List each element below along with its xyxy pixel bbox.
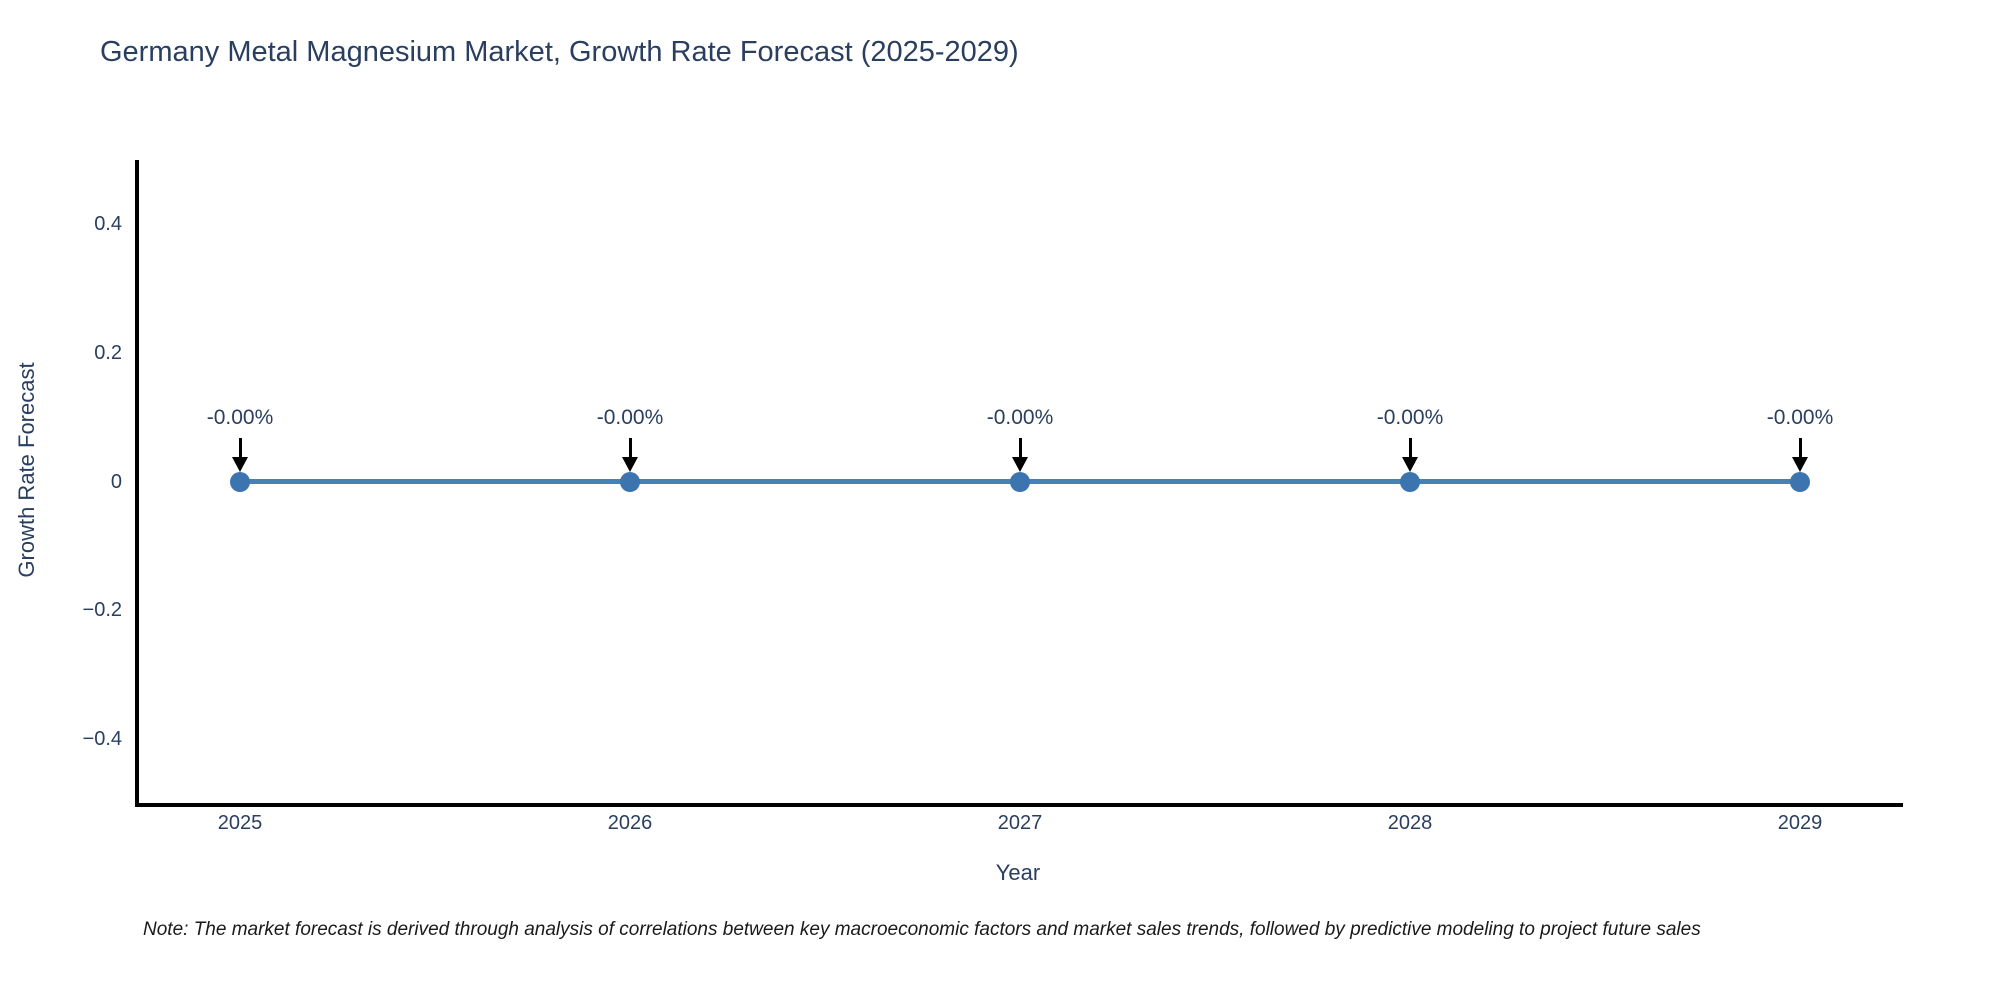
data-point-marker <box>230 471 250 492</box>
annotation-arrow-head <box>1012 457 1028 472</box>
footnote: Note: The market forecast is derived thr… <box>143 919 1701 940</box>
y-tick-label: −0.4 <box>82 727 122 750</box>
x-axis-line <box>135 803 1903 807</box>
x-tick-label: 2027 <box>997 812 1043 834</box>
y-axis-line <box>135 160 139 807</box>
y-tick-label: −0.2 <box>82 599 122 622</box>
annotation-arrow-stem <box>628 438 632 458</box>
annotation-arrow-head <box>1402 457 1418 472</box>
data-point-marker <box>1010 471 1030 492</box>
point-annotation-label: -0.00% <box>206 406 274 429</box>
annotation-arrow-head <box>622 457 638 472</box>
annotation-arrow-stem <box>1018 438 1022 458</box>
chart-title: Germany Metal Magnesium Market, Growth R… <box>100 36 1019 68</box>
y-tick-label: 0.4 <box>94 213 122 236</box>
point-annotation-label: -0.00% <box>596 406 664 429</box>
annotation-arrow-stem <box>1798 438 1802 458</box>
x-tick-label: 2025 <box>217 812 263 834</box>
y-tick-label: 0 <box>110 470 122 493</box>
point-annotation-label: -0.00% <box>1766 406 1834 429</box>
y-tick-label: 0.2 <box>94 341 122 364</box>
x-tick-label: 2028 <box>1387 812 1433 834</box>
x-tick-label: 2029 <box>1777 812 1823 834</box>
x-tick-label: 2026 <box>607 812 653 834</box>
x-axis-label: Year <box>995 860 1041 885</box>
annotation-arrow-stem <box>238 438 242 458</box>
point-annotation-label: -0.00% <box>986 406 1054 429</box>
data-point-marker <box>1790 471 1810 492</box>
data-point-marker <box>1400 471 1420 492</box>
annotation-arrow-head <box>1792 457 1808 472</box>
data-point-marker <box>620 471 640 492</box>
annotation-arrow-head <box>232 457 248 472</box>
point-annotation-label: -0.00% <box>1376 406 1444 429</box>
annotation-arrow-stem <box>1408 438 1412 458</box>
